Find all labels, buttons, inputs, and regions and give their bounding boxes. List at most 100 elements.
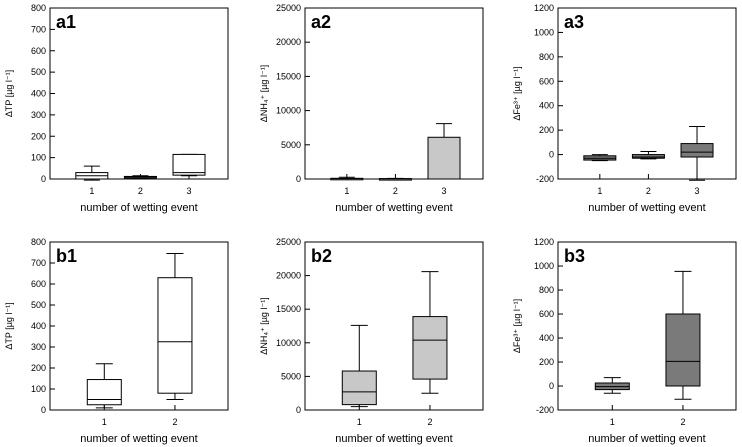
iqr-box [172,153,206,176]
x-tick-label: 1 [344,186,349,196]
y-tick-label: 400 [539,101,554,111]
y-tick-label: 800 [539,285,554,295]
x-tick-label: 2 [427,417,432,427]
y-tick-label: 5000 [281,140,301,150]
y-tick-label: 500 [31,300,46,310]
panel-label: a1 [56,12,76,32]
y-axis-label: ΔFe³⁺ [µg l⁻¹] [512,66,522,120]
x-axis-label: number of wetting event [335,202,452,214]
y-tick-label: -200 [536,405,554,415]
box-1 [330,176,364,181]
y-tick-label: 1200 [534,237,554,247]
x-tick-label: 3 [442,186,447,196]
y-axis-label: ΔNH₄⁺ [µg l⁻¹] [259,297,269,354]
y-tick-label: 500 [31,67,46,77]
panel-b1: 0 100 200 300 400 500 600 700 800 b1 ΔTP [µg l⁻¹] n… [4,237,229,445]
panel-label: b1 [56,246,77,266]
plot-frame [304,241,484,411]
box-3 [172,153,206,177]
y-tick-label: 600 [31,279,46,289]
y-tick-label: 300 [31,342,46,352]
panel-a2: 0 5000 10000 15000 20000 25000 a2 ΔNH₄⁺ [µg l⁻¹… [259,3,484,214]
y-tick-label: 400 [31,321,46,331]
y-tick-label: 200 [31,363,46,373]
box-2 [157,253,193,400]
iqr-box [157,277,193,394]
y-tick-label: 1200 [534,3,554,13]
x-tick-label: 2 [680,417,685,427]
x-tick-label: 1 [102,417,107,427]
y-tick-label: 0 [549,381,554,391]
y-tick-label: 20000 [276,37,301,47]
plot-frame [557,241,737,411]
y-tick-label: 0 [549,150,554,160]
box-2 [123,175,157,180]
y-tick-label: 25000 [276,237,301,247]
x-tick-label: 3 [695,186,700,196]
box-1 [594,377,630,394]
y-tick-label: 400 [31,89,46,99]
y-tick-label: 0 [296,174,301,184]
x-tick-label: 1 [357,417,362,427]
y-axis-label: ΔFe³⁺ [µg l⁻¹] [512,299,522,353]
y-tick-label: 100 [31,384,46,394]
y-tick-label: 20000 [276,271,301,281]
y-tick-label: 200 [539,357,554,367]
y-tick-label: 800 [31,3,46,13]
iqr-box [631,154,665,159]
panel-a1: 0 100 200 300 400 500 600 700 800 a1 ΔTP [µg l⁻¹] n… [4,3,229,214]
y-tick-label: 0 [41,174,46,184]
y-tick-label: 15000 [276,304,301,314]
box-2 [631,151,665,160]
iqr-box [680,143,714,158]
x-tick-label: 2 [646,186,651,196]
box-1 [341,324,377,408]
x-tick-label: 3 [187,186,192,196]
panel-label: a3 [564,12,584,32]
y-tick-label: 5000 [281,371,301,381]
panel-label: b2 [311,246,332,266]
y-tick-label: 0 [296,405,301,415]
panel-label: b3 [564,246,585,266]
y-tick-label: 200 [31,131,46,141]
y-tick-label: -200 [536,174,554,184]
box-2 [412,271,448,394]
box-1 [86,363,122,409]
y-tick-label: 700 [31,258,46,268]
x-tick-label: 2 [172,417,177,427]
box-2 [665,270,701,400]
x-tick-label: 1 [597,186,602,196]
box-3 [427,123,461,180]
y-tick-label: 1000 [534,261,554,271]
panel-label: a2 [311,12,331,32]
y-tick-label: 25000 [276,3,301,13]
plot-frame [49,7,229,180]
y-axis-label: ΔNH₄⁺ [µg l⁻¹] [259,65,269,122]
x-axis-label: number of wetting event [588,202,705,214]
x-axis-label: number of wetting event [80,433,197,445]
panel-b2: 0 5000 10000 15000 20000 25000 b2 ΔNH₄⁺ [µg l⁻¹… [259,237,484,445]
iqr-box [341,370,377,406]
x-tick-label: 2 [393,186,398,196]
y-tick-label: 200 [539,125,554,135]
y-tick-label: 400 [539,333,554,343]
x-axis-label: number of wetting event [588,433,705,445]
y-tick-label: 800 [539,52,554,62]
iqr-box [412,316,448,380]
panel-a3: -200 0 200 400 600 800 1000 1200 a3 ΔFe³⁺ [µg l⁻¹… [512,3,737,214]
iqr-box [427,136,461,180]
panel-b3: -200 0 200 400 600 800 1000 1200 b3 ΔFe³⁺ [µg l⁻¹… [512,237,737,445]
y-tick-label: 700 [31,24,46,34]
x-tick-label: 1 [610,417,615,427]
x-tick-label: 2 [138,186,143,196]
y-tick-label: 800 [31,237,46,247]
y-tick-label: 600 [31,46,46,56]
y-tick-label: 10000 [276,106,301,116]
plot-frame [557,7,737,180]
iqr-box [86,379,122,406]
box-1 [75,165,109,181]
plot-frame [49,241,229,411]
x-axis-label: number of wetting event [80,202,197,214]
y-tick-label: 300 [31,110,46,120]
